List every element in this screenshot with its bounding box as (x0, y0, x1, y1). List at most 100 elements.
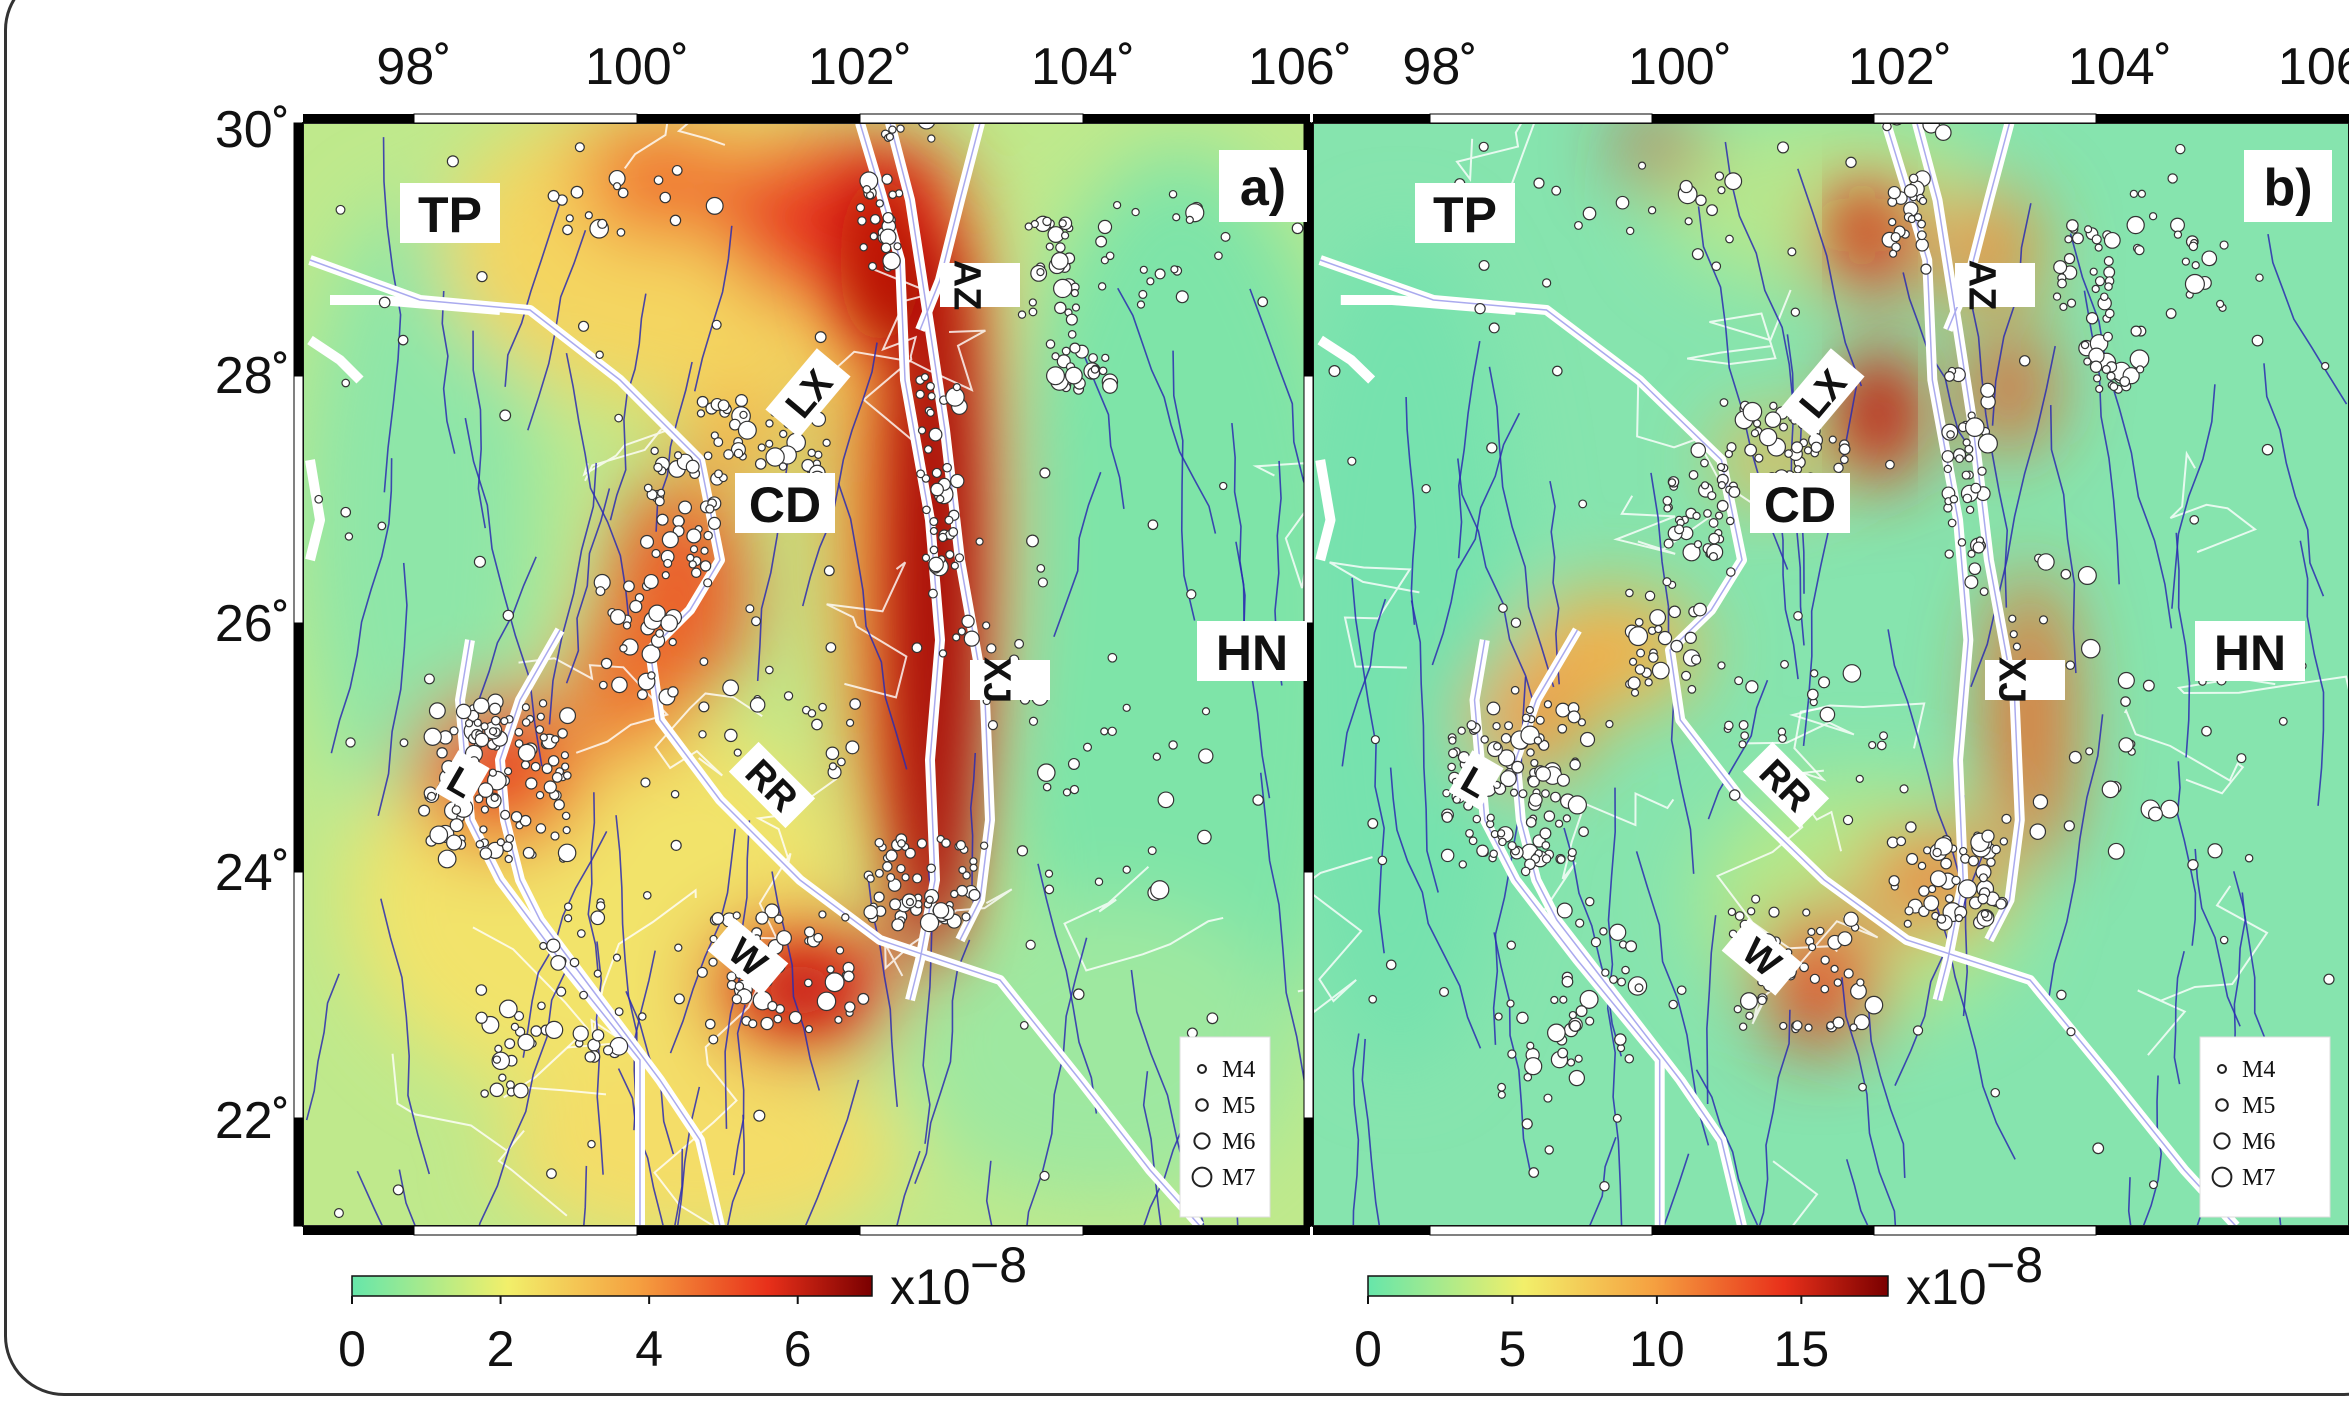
earthquake-marker (397, 334, 409, 346)
earthquake-marker (825, 746, 840, 761)
earthquake-marker (651, 548, 661, 559)
earthquake-marker (1634, 664, 1646, 675)
earthquake-marker (929, 516, 939, 527)
earthquake-marker (1915, 238, 1929, 252)
lon-tick-label: 106˚ (2278, 38, 2349, 96)
earthquake-marker (2134, 245, 2145, 256)
earthquake-marker (927, 134, 936, 143)
earthquake-marker (547, 189, 560, 202)
earthquake-marker (968, 888, 981, 902)
earthquake-marker (1541, 789, 1550, 798)
earthquake-marker (1060, 231, 1070, 240)
earthquake-marker (377, 521, 387, 531)
earthquake-marker (1928, 884, 1937, 894)
earthquake-marker (776, 930, 792, 946)
earthquake-marker (1067, 757, 1080, 770)
earthquake-marker (1724, 720, 1734, 731)
earthquake-marker (2057, 278, 2067, 289)
earthquake-marker (1700, 481, 1710, 490)
earthquake-marker (1815, 926, 1825, 936)
earthquake-marker (1136, 300, 1146, 309)
earthquake-marker (1541, 278, 1552, 288)
earthquake-marker (873, 104, 880, 111)
boundary-line (2169, 450, 2258, 554)
earthquake-marker (1609, 975, 1618, 984)
fault-line (1053, 471, 1102, 638)
earthquake-marker (550, 735, 560, 744)
earthquake-marker (1644, 590, 1656, 602)
panel-label: a) (1240, 159, 1286, 217)
lat-tick-label: 28˚ (215, 347, 290, 405)
fault-label-box (1985, 660, 2065, 700)
earthquake-marker (1575, 1005, 1588, 1018)
earthquake-marker (1708, 532, 1720, 545)
region-label-text: HN (2214, 625, 2286, 681)
earthquake-marker (496, 838, 505, 847)
earthquake-marker (711, 319, 722, 330)
earthquake-marker (2094, 276, 2106, 287)
earthquake-marker (1716, 462, 1726, 472)
fault-line (2171, 384, 2216, 609)
earthquake-marker (897, 839, 906, 848)
earthquake-marker (1888, 249, 1898, 258)
earthquake-marker (1810, 441, 1823, 453)
frame-segment (1429, 1225, 1653, 1236)
earthquake-marker (945, 550, 955, 560)
earthquake-marker (2038, 615, 2049, 625)
earthquake-marker (707, 516, 722, 530)
earthquake-marker (1567, 847, 1577, 858)
earthquake-marker (1728, 486, 1741, 498)
earthquake-marker (1019, 1020, 1029, 1030)
earthquake-marker (868, 261, 877, 271)
fault-label-box (434, 750, 490, 810)
region-label-box (400, 183, 500, 243)
earthquake-marker (655, 629, 664, 638)
fault-line (504, 195, 564, 387)
earthquake-marker (2236, 753, 2247, 764)
fault-line (804, 1079, 860, 1226)
earthquake-marker (1853, 1014, 1870, 1031)
earthquake-marker (541, 763, 553, 775)
earthquake-marker (643, 573, 659, 590)
earthquake-marker (597, 218, 608, 229)
fault-line (1970, 345, 2056, 688)
earthquake-marker (1042, 216, 1052, 227)
earthquake-marker (938, 532, 948, 543)
earthquake-marker (1674, 524, 1685, 535)
frame-segment (1313, 114, 1430, 123)
earthquake-marker (1122, 703, 1131, 712)
earthquake-marker (1543, 1093, 1553, 1103)
earthquake-marker (1097, 282, 1107, 291)
earthquake-marker (1520, 866, 1531, 877)
earthquake-marker (1568, 1010, 1577, 1020)
earthquake-marker (1954, 914, 1964, 923)
earthquake-marker (834, 1015, 843, 1024)
earthquake-marker (1370, 735, 1380, 745)
earthquake-marker (1544, 1145, 1554, 1155)
earthquake-marker (1535, 715, 1545, 725)
earthquake-marker (1578, 826, 1589, 838)
earthquake-marker (479, 825, 488, 834)
earthquake-marker (1944, 549, 1954, 559)
boundary-line (1687, 289, 1792, 366)
earthquake-marker (1578, 499, 1588, 509)
legend-marker (1191, 1166, 1213, 1188)
earthquake-marker (1725, 516, 1735, 526)
earthquake-marker (1201, 707, 1211, 716)
earthquake-marker (1612, 1113, 1622, 1123)
colorbar (1367, 1275, 1889, 1297)
earthquake-marker (1668, 999, 1678, 1010)
fault-line (801, 342, 878, 607)
block-boundary-core (1473, 639, 1661, 1226)
earthquake-marker (804, 1025, 814, 1034)
earthquake-marker (474, 794, 484, 804)
frame-segment (1303, 871, 1314, 1119)
earthquake-marker (2091, 234, 2102, 245)
region-label: TP (400, 183, 500, 243)
earthquake-marker (2085, 312, 2099, 325)
earthquake-marker (437, 849, 457, 869)
frame-segment (413, 1225, 638, 1236)
earthquake-marker (818, 910, 827, 919)
earthquake-marker (418, 804, 431, 817)
region-label: CD (1750, 473, 1850, 533)
